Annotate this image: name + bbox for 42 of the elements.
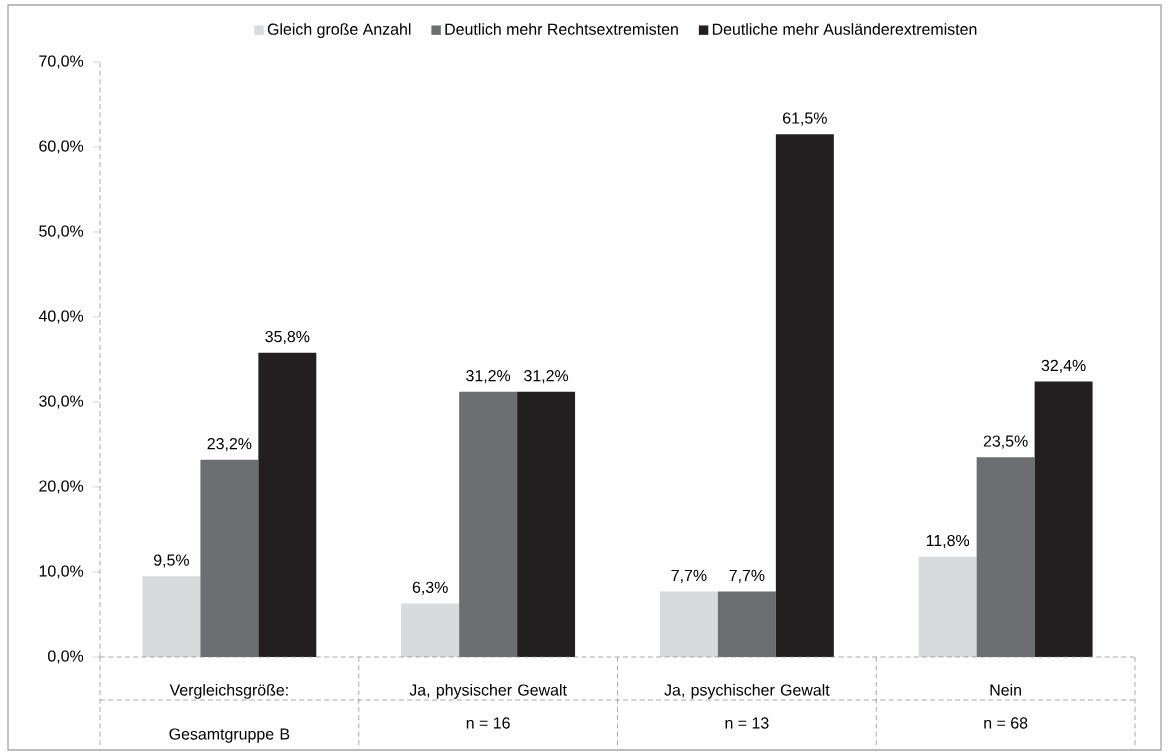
data-label: 35,8% [265,330,310,345]
y-tick-label: 0,0% [48,650,84,664]
bar [200,459,259,657]
y-tick-label: 60,0% [39,140,84,154]
bar [142,576,201,657]
text: n = 68 [984,717,1028,729]
y-tick-label: 50,0% [39,225,84,239]
bar [517,391,576,657]
y-tick-label: 10,0% [39,565,84,579]
bar [1034,381,1093,657]
category-label: Vergleichsgröße: Gesamtgruppe B [169,683,290,743]
bar [659,591,718,657]
data-label: 11,8% [926,534,970,549]
bar [976,457,1035,657]
x-tick-label: Ja, physischer Gewalt [409,683,567,699]
data-label: 7,7% [729,569,765,583]
text: n = 16 [466,717,510,729]
bar [717,591,776,657]
data-label: 9,5% [154,554,189,568]
data-label: 23,2% [207,438,252,452]
bar [258,352,317,657]
bar [459,391,518,657]
y-tick-label: 40,0% [38,310,84,324]
bar [401,603,460,657]
data-label: 32,4% [1041,359,1086,373]
y-tick-label: 30,0% [39,395,84,409]
x-tick-label: Ja, psychischer Gewalt [664,683,830,699]
x-tick-label: Nein [990,683,1021,696]
bar [775,134,834,657]
legend-label: Deutliche mehr Ausländerextremisten [712,23,977,35]
legend-label: Gleich große Anzahl [267,23,411,38]
y-tick-label: 20,0% [39,480,84,494]
text: n = 13 [725,717,769,729]
legend-label: Deutlich mehr Rechtsextremisten [445,23,678,35]
data-label: 23,5% [983,435,1028,449]
data-label: 31,2% [466,370,511,384]
data-label: 61,5% [783,112,827,126]
data-label: 31,2% [524,370,569,384]
data-label: 6,3% [412,581,448,595]
data-label: 7,7% [671,569,707,583]
y-tick-label: 70,0% [39,55,84,69]
bar [918,556,977,657]
